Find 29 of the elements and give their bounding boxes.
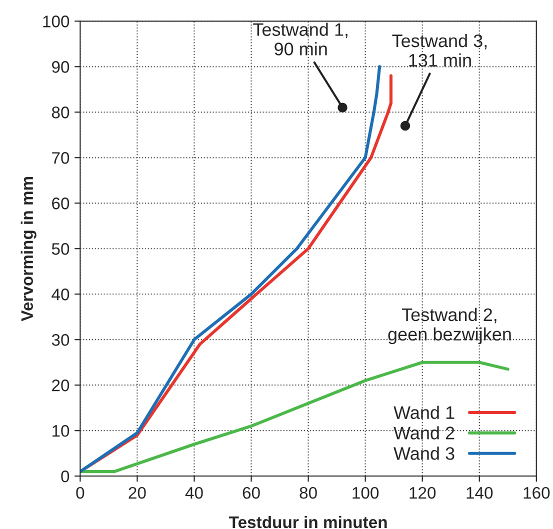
y-tick-label: 60 [52, 198, 70, 210]
legend-label: Wand 2 [394, 426, 454, 440]
y-tick-label: 100 [43, 16, 70, 28]
y-axis-title: Vervorming in mm [20, 176, 36, 322]
legend-label: Wand 1 [394, 406, 454, 420]
annotation: Testwand 2, geen bezwijken [388, 308, 511, 344]
x-tick-label: 140 [466, 486, 493, 499]
y-tick-label: 70 [52, 152, 70, 164]
y-tick-label: 10 [52, 425, 70, 437]
y-tick-label: 0 [61, 470, 70, 482]
x-tick-label: 40 [185, 486, 203, 499]
x-axis-title: Testduur in minuten [229, 516, 387, 528]
x-tick-label: 80 [300, 486, 317, 499]
x-tick-label: 60 [242, 486, 260, 499]
y-tick-label: 80 [52, 106, 70, 118]
x-tick-label: 20 [128, 486, 146, 499]
y-tick-label: 90 [52, 61, 70, 73]
annotation: Testwand 1, 90 min [253, 22, 348, 56]
y-tick-label: 30 [52, 334, 70, 346]
y-tick-label: 40 [52, 288, 70, 300]
x-tick-label: 0 [76, 486, 84, 499]
annotation: Testwand 3, 131 min [392, 34, 487, 67]
legend-label: Wand 3 [394, 446, 454, 460]
y-tick-label: 50 [52, 243, 70, 255]
line-series [80, 360, 510, 474]
x-tick-label: 120 [410, 486, 436, 499]
x-tick-label: 160 [524, 486, 550, 499]
x-tick-label: 100 [352, 486, 379, 499]
y-tick-label: 20 [52, 380, 70, 392]
